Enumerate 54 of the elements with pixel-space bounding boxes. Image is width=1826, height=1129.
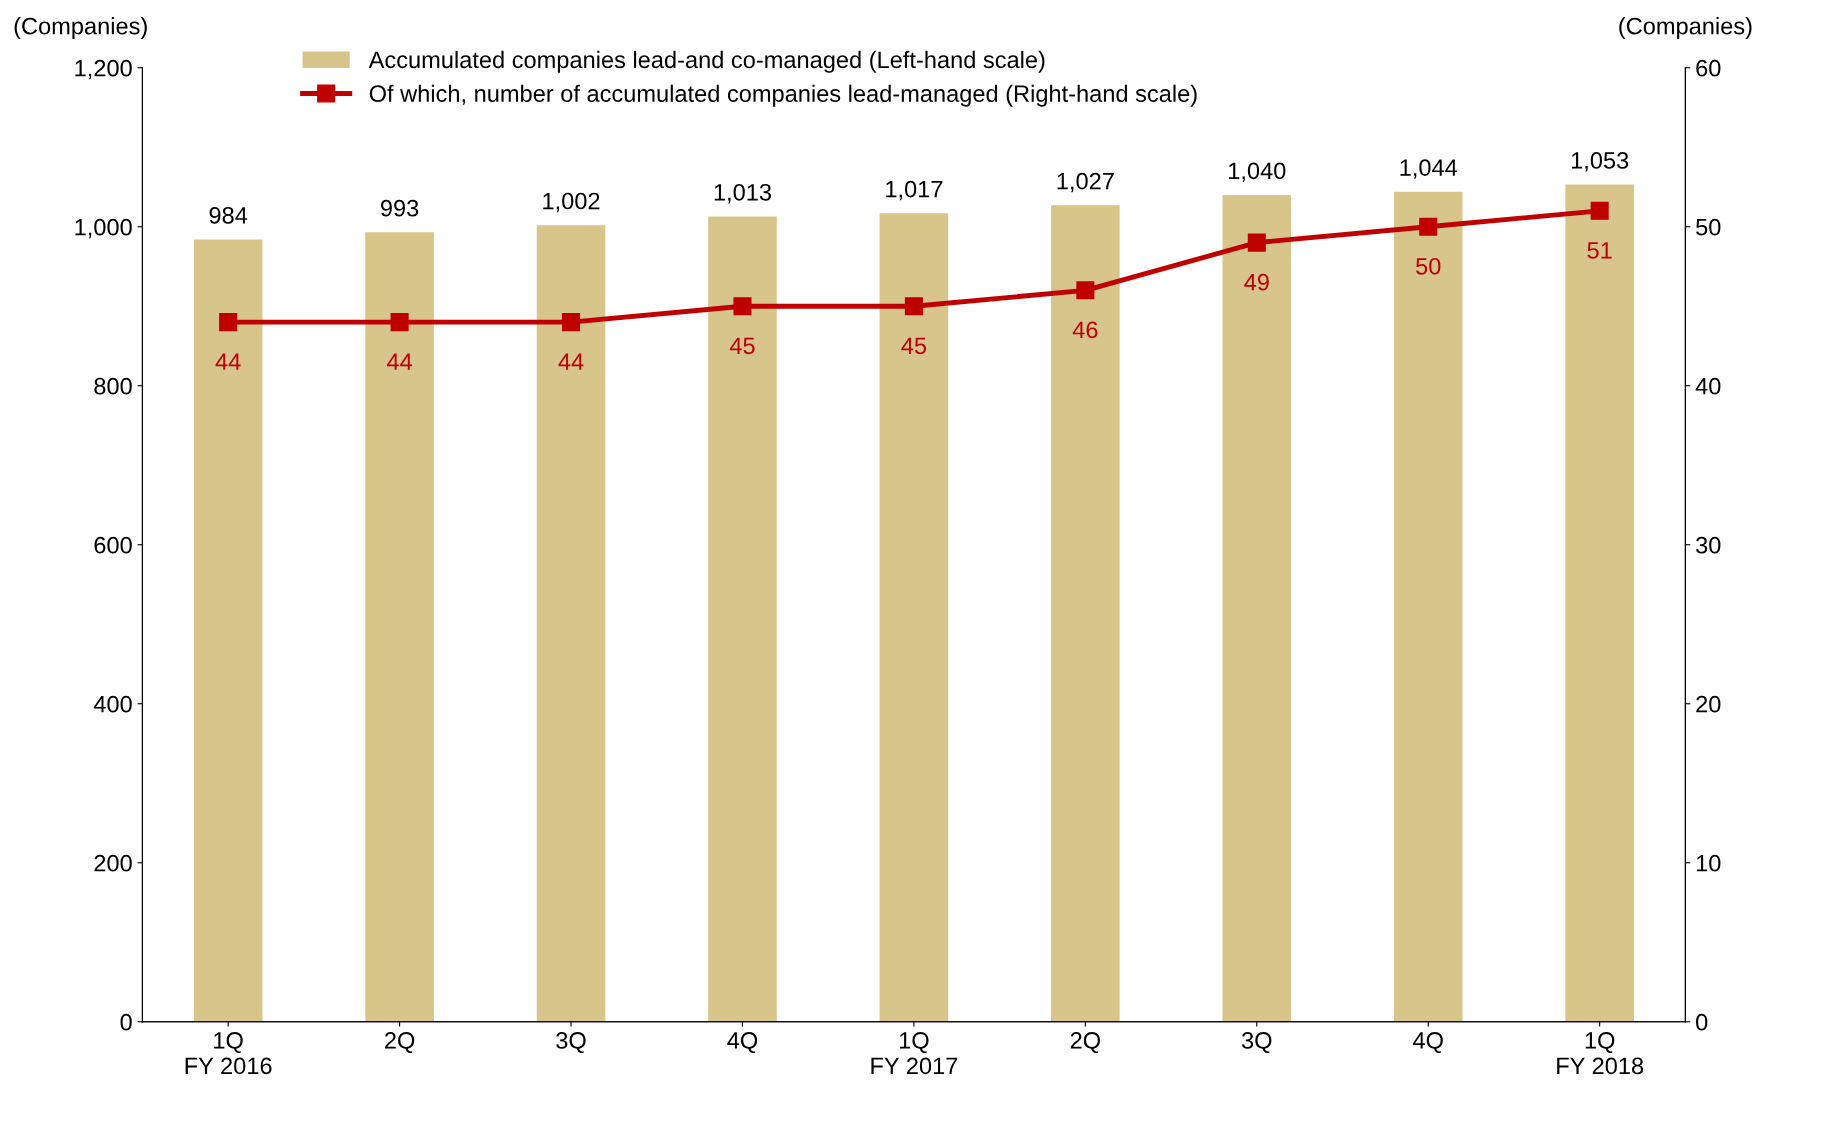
y2-tick-label: 60 <box>1696 59 1721 77</box>
legend-label: Accumulated companies lead-and co-managed (Left-hand scale) <box>368 50 1045 73</box>
y-tick-label: 800 <box>94 377 132 395</box>
data-label: 1,017 <box>886 180 943 201</box>
x-tick-label: 3Q <box>1241 1032 1272 1054</box>
data-label: 1,040 <box>1229 162 1286 182</box>
x-tick-label: 2Q <box>1070 1032 1100 1054</box>
data-label: 1,002 <box>543 192 600 213</box>
data-label: 44 <box>558 353 584 370</box>
data-label: 44 <box>387 353 413 370</box>
data-label: 51 <box>1587 242 1612 259</box>
data-label: 49 <box>1244 273 1269 291</box>
y-tick-label: 0 <box>120 1013 132 1031</box>
x-tick-label: 1Q FY 2016 <box>185 1032 272 1075</box>
data-label: 45 <box>901 337 927 355</box>
x-tick-label: 1Q FY 2017 <box>871 1032 958 1075</box>
y2-tick-label: 0 <box>1696 1013 1708 1031</box>
point <box>1247 233 1266 252</box>
y-tick-label: 1,200 <box>75 59 132 80</box>
y2-tick-label: 40 <box>1695 377 1721 395</box>
point <box>904 297 923 316</box>
y2-tick-label: 10 <box>1696 854 1721 872</box>
y2-tick-label: 50 <box>1696 218 1721 236</box>
y-axis-title: (Companies) <box>14 17 147 40</box>
y2-tick-label: 30 <box>1696 536 1721 554</box>
legend-label: Of which, number of accumulated companies lead-managed (Right-hand scale) <box>369 84 1197 107</box>
y-tick-label: 400 <box>93 695 132 713</box>
point <box>733 297 752 316</box>
data-label: 45 <box>729 337 755 355</box>
point <box>1590 201 1609 220</box>
point <box>219 313 238 332</box>
y2-axis-title: (Companies) <box>1619 17 1752 40</box>
x-tick-label: 4Q <box>1413 1032 1443 1054</box>
data-label: 1,044 <box>1400 159 1458 179</box>
y-tick-label: 600 <box>94 536 132 554</box>
x-tick-label: 2Q <box>385 1032 415 1054</box>
x-tick-label: 1Q FY 2018 <box>1557 1032 1644 1075</box>
data-label: 1,027 <box>1057 172 1114 193</box>
point <box>390 313 409 332</box>
data-label: 46 <box>1072 321 1098 339</box>
y-tick-label: 200 <box>94 854 132 872</box>
data-label: 993 <box>381 199 419 217</box>
data-label: 1,053 <box>1571 152 1629 172</box>
y-tick-label: 1,000 <box>75 218 132 239</box>
point <box>1076 281 1095 300</box>
point <box>1419 217 1438 236</box>
x-tick-label: 4Q <box>727 1032 758 1054</box>
data-label: 50 <box>1416 257 1441 275</box>
y2-tick-label: 20 <box>1696 695 1721 713</box>
data-label: 984 <box>209 206 248 224</box>
data-label: 1,013 <box>714 183 771 204</box>
point <box>562 313 581 332</box>
data-label: 44 <box>215 353 241 370</box>
x-tick-label: 3Q <box>556 1032 586 1054</box>
